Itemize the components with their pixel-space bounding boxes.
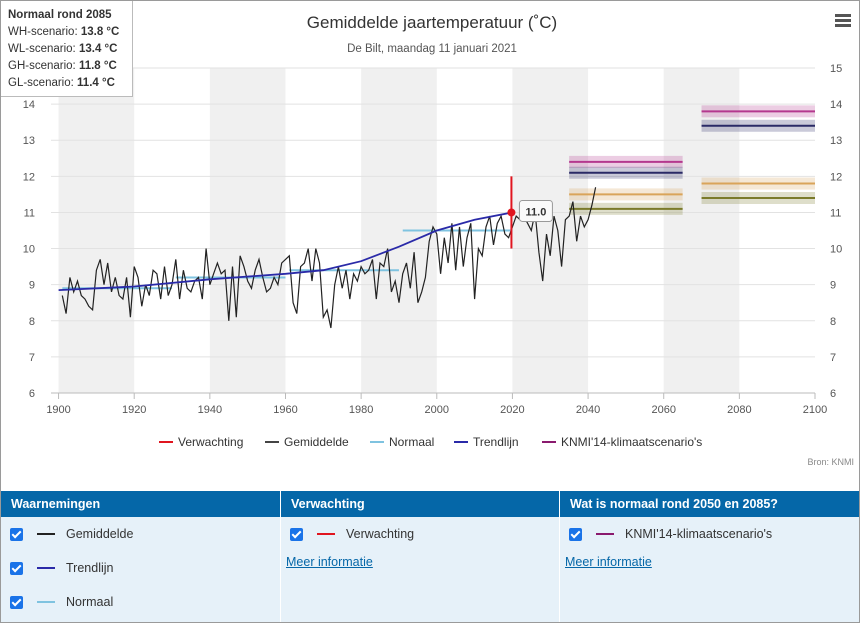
toggle-verwachting-label: Verwachting (346, 527, 415, 541)
x-tick-label-1900: 1900 (46, 404, 70, 416)
toggle-gemiddelde-label: Gemiddelde (66, 527, 134, 541)
toggle-trendlijn[interactable]: Trendlijn (1, 551, 280, 585)
legend-item-normaal: Normaal (389, 435, 434, 449)
x-tick-label-2060: 2060 (651, 404, 675, 416)
checkbox-verwachting[interactable] (290, 527, 303, 541)
checkbox-normaal[interactable] (10, 595, 23, 609)
x-tick-label-1920: 1920 (122, 404, 146, 416)
toggle-trendlijn-label: Trendlijn (66, 561, 114, 575)
toggle-gemiddelde[interactable]: Gemiddelde (1, 517, 280, 551)
y-tick-label-right-14: 14 (830, 99, 842, 111)
chart-menu-icon[interactable] (835, 14, 851, 27)
toggle-verwachting[interactable]: Verwachting (281, 517, 559, 551)
verwachting-data-label: 11.0 (526, 206, 547, 218)
verwachting-more-info-link[interactable]: Meer informatie (286, 555, 373, 569)
toggle-scenarios-label: KNMI'14-klimaatscenario's (625, 527, 773, 541)
swatch-scenarios (596, 533, 614, 535)
swatch-trendlijn (37, 567, 55, 569)
tooltip-row-gh: GH-scenario: 11.8 °C (8, 60, 117, 72)
panel-waarnemingen: Waarnemingen Gemiddelde Trendlijn Normaa… (1, 491, 281, 622)
panel-scenarios-title: Wat is normaal rond 2050 en 2085? (560, 491, 859, 517)
gemiddelde-line (61, 187, 597, 329)
band-1900 (58, 68, 135, 393)
y-tick-label-left-11: 11 (24, 207, 35, 219)
x-tick-label-1980: 1980 (349, 404, 373, 416)
checkbox-gemiddelde[interactable] (10, 527, 23, 541)
y-tick-label-left-6: 6 (29, 388, 35, 400)
y-tick-label-left-14: 14 (23, 99, 35, 111)
y-tick-label-right-6: 6 (830, 388, 836, 400)
y-tick-label-left-8: 8 (29, 316, 35, 328)
swatch-verwachting (317, 533, 335, 535)
legend-item-verwachting: Verwachting (178, 435, 243, 449)
panel-verwachting-title: Verwachting (281, 491, 559, 517)
x-tick-label-1940: 1940 (198, 404, 222, 416)
tooltip-row-wl: WL-scenario: 13.4 °C (8, 43, 118, 55)
y-tick-label-left-7: 7 (29, 352, 35, 364)
legend-item-gemiddelde: Gemiddelde (284, 435, 349, 449)
panel-scenarios: Wat is normaal rond 2050 en 2085? KNMI'1… (560, 491, 859, 622)
verwachting-label-box (518, 199, 553, 222)
control-panels: Waarnemingen Gemiddelde Trendlijn Normaa… (1, 491, 859, 622)
chart: 1900 1920 1940 1960 1980 2000 2020 2040 2060 2080… (23, 13, 854, 467)
x-tick-label-2080: 2080 (727, 404, 751, 416)
y-tick-label-left-12: 12 (23, 171, 35, 183)
tooltip-row-wh: WH-scenario: 13.8 °C (8, 26, 120, 38)
x-tick-label-1960: 1960 (273, 404, 297, 416)
panel-waarnemingen-title: Waarnemingen (1, 491, 280, 517)
y-tick-label-left-9: 9 (29, 280, 35, 292)
tooltip: Normaal rond 2085 WH-scenario: 13.8 °C W… (1, 1, 133, 97)
tooltip-title: Normaal rond 2085 (8, 9, 112, 21)
y-tick-label-right-12: 12 (830, 171, 842, 183)
verwachting-point (507, 208, 516, 217)
y-tick-label-right-10: 10 (830, 244, 842, 256)
y-tick-label-right-9: 9 (830, 280, 836, 292)
x-tick-label-2100: 2100 (803, 404, 827, 416)
y-tick-label-right-11: 11 (830, 207, 841, 219)
y-tick-label-right-7: 7 (830, 352, 836, 364)
y-tick-label-right-13: 13 (830, 135, 842, 147)
chart-subtitle: De Bilt, maandag 11 januari 2021 (347, 43, 517, 55)
scenarios-more-info-link[interactable]: Meer informatie (565, 555, 652, 569)
y-tick-label-left-10: 10 (23, 244, 35, 256)
checkbox-scenarios[interactable] (569, 527, 582, 541)
swatch-normaal (37, 601, 55, 603)
tooltip-row-gl: GL-scenario: 11.4 °C (8, 77, 115, 89)
trendlijn-line (58, 211, 513, 291)
x-tick-label-2020: 2020 (500, 404, 524, 416)
legend-item-trendlijn: Trendlijn (473, 435, 519, 449)
band-2060 (663, 68, 740, 393)
legend-item-knmi-14-klimaatscenario-s: KNMI'14-klimaatscenario's (561, 435, 702, 449)
checkbox-trendlijn[interactable] (10, 561, 23, 575)
panel-verwachting: Verwachting Verwachting Meer informatie (281, 491, 560, 622)
band-2020 (512, 68, 589, 393)
chart-credit: Bron: KNMI (807, 457, 854, 467)
toggle-normaal-label: Normaal (66, 595, 114, 609)
y-tick-label-right-8: 8 (830, 316, 836, 328)
toggle-normaal[interactable]: Normaal (1, 585, 280, 619)
y-tick-label-left-13: 13 (23, 135, 35, 147)
swatch-gemiddelde (37, 533, 55, 535)
x-tick-label-2000: 2000 (425, 404, 449, 416)
band-1940 (209, 68, 286, 393)
y-tick-label-right-15: 15 (830, 63, 842, 75)
x-tick-label-2040: 2040 (576, 404, 600, 416)
chart-title: Gemiddelde jaartemperatuur (˚C) (307, 13, 557, 32)
toggle-scenarios[interactable]: KNMI'14-klimaatscenario's (560, 517, 859, 551)
